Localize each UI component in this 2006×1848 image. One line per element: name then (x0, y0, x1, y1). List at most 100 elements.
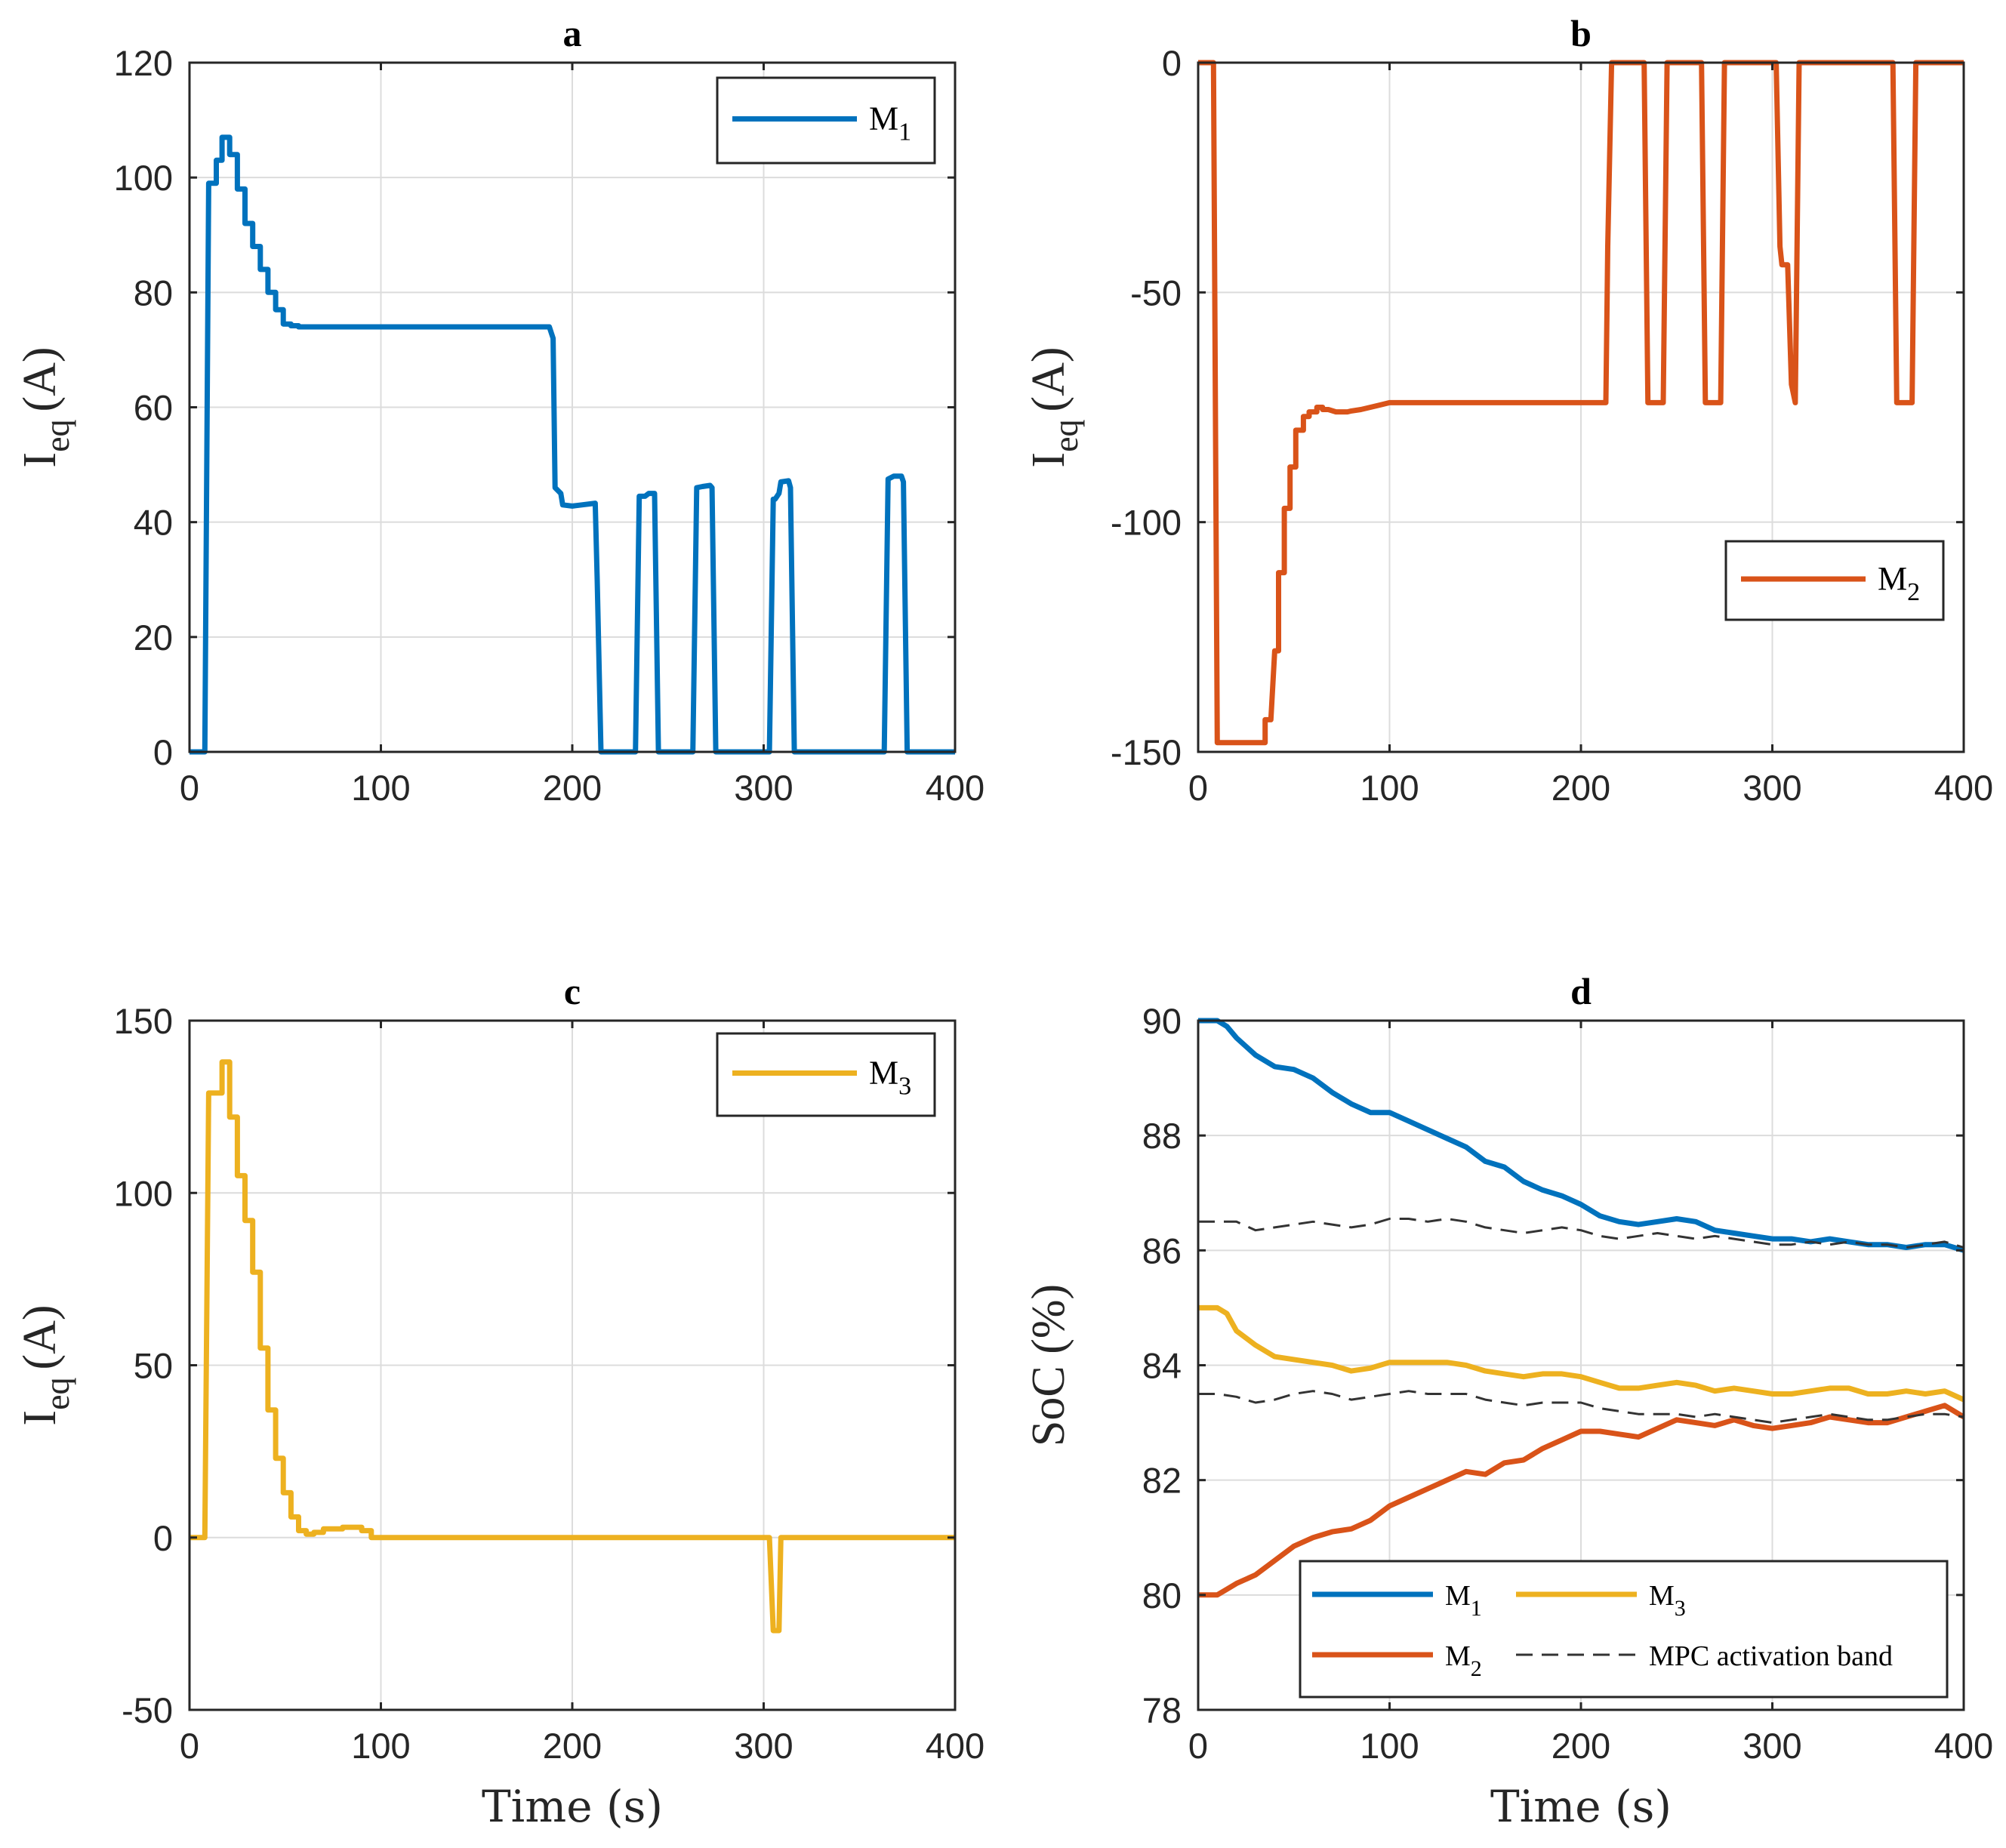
legend-entry: MPC activation band (1516, 1640, 1893, 1672)
x-tick-label: 200 (1551, 768, 1610, 808)
y-tick-label: 0 (1162, 43, 1182, 83)
y-axis-label-sub: eq (38, 1378, 76, 1410)
x-tick-label: 0 (1188, 1726, 1208, 1766)
series-line-m2 (1198, 60, 1964, 746)
series-line-m1 (1198, 1018, 1965, 1253)
legend-label: M1 (869, 100, 911, 146)
x-tick-label: 200 (543, 1726, 602, 1766)
legend-label-main: M (1878, 560, 1907, 597)
panel-title: c (564, 970, 581, 1012)
x-tick-label: 400 (1934, 1726, 1993, 1766)
x-tick-label: 0 (180, 768, 199, 808)
legend-label-main: M (869, 1055, 898, 1092)
series-line-mpc-activation-band-upper- (1198, 1218, 1964, 1249)
legend-label-main: M (1649, 1580, 1675, 1612)
legend-label-sub: 2 (1471, 1656, 1482, 1681)
x-tick-label: 400 (926, 1726, 985, 1766)
y-tick-label: 90 (1142, 1001, 1182, 1041)
legend-label: MPC activation band (1649, 1640, 1893, 1672)
x-tick-label: 100 (351, 768, 410, 808)
y-tick-label: 84 (1142, 1346, 1182, 1386)
y-tick-label: 78 (1142, 1690, 1182, 1730)
y-tick-label: 20 (134, 618, 173, 658)
x-axis-label: Time (s) (482, 1781, 663, 1832)
x-tick-label: 400 (926, 768, 985, 808)
y-tick-label: 88 (1142, 1116, 1182, 1156)
panel-a: 0 100 200 300 400 0 20 40 60 80 100 120 a Ieq (A) M1 (14, 12, 985, 808)
legend-label-sub: 3 (1675, 1596, 1686, 1621)
legend-label-sub: 1 (898, 119, 911, 146)
x-tick-label: 100 (1360, 768, 1419, 808)
y-tick-label: 100 (114, 158, 173, 198)
x-tick-label: 100 (1360, 1726, 1419, 1766)
y-tick-label: 40 (134, 503, 173, 543)
y-axis-label-main: I (14, 1410, 66, 1426)
y-axis-label: SoC (%) (1023, 1284, 1074, 1446)
legend-label: M2 (1878, 560, 1920, 606)
y-axis-label: Ieq (A) (14, 346, 76, 467)
x-tick-label: 100 (351, 1726, 410, 1766)
y-tick-label: -50 (1130, 273, 1182, 313)
x-tick-label: 300 (1743, 1726, 1801, 1766)
y-tick-label: 82 (1142, 1461, 1182, 1501)
series-line-m2 (1198, 1403, 1965, 1598)
y-tick-label: -100 (1111, 503, 1182, 543)
y-tick-label: 86 (1142, 1230, 1182, 1270)
series-line-m1 (190, 134, 955, 755)
y-axis-label-unit: (A) (14, 1304, 66, 1369)
panel-title: d (1570, 970, 1592, 1012)
y-axis-label-main: I (1023, 452, 1074, 468)
x-tick-label: 300 (734, 1726, 793, 1766)
x-tick-label: 400 (1934, 768, 1993, 808)
x-tick-label: 300 (1743, 768, 1801, 808)
legend-entry: M1 (1312, 1580, 1482, 1621)
y-axis-label-unit: (A) (14, 346, 66, 411)
legend-entry: M3 (732, 1055, 911, 1101)
y-tick-label: 0 (153, 732, 173, 772)
y-axis-label-unit: (A) (1023, 346, 1074, 411)
y-tick-label: -150 (1111, 732, 1182, 772)
x-axis-label: Time (s) (1490, 1781, 1672, 1832)
y-tick-label: 0 (153, 1518, 173, 1558)
legend-label: M3 (869, 1055, 911, 1101)
legend-label-sub: 2 (1907, 578, 1920, 606)
legend-entry: M2 (1312, 1640, 1482, 1681)
panel-title: b (1570, 12, 1592, 54)
x-tick-label: 300 (734, 768, 793, 808)
legend-label-main: M (869, 100, 898, 137)
y-axis-label: Ieq (A) (1023, 346, 1085, 467)
x-tick-label: 200 (543, 768, 602, 808)
panel-title: a (563, 12, 582, 54)
y-tick-label: 80 (1142, 1575, 1182, 1615)
y-tick-label: -50 (122, 1690, 173, 1730)
legend-box (1299, 1560, 1949, 1699)
y-axis-label-sub: eq (38, 420, 76, 452)
y-tick-label: 100 (114, 1173, 173, 1213)
x-tick-label: 0 (180, 1726, 199, 1766)
y-tick-label: 150 (114, 1001, 173, 1041)
legend-entry: M3 (1516, 1580, 1686, 1621)
y-tick-label: 120 (114, 43, 173, 83)
legend-label-main: M (1445, 1640, 1471, 1672)
x-tick-label: 200 (1551, 1726, 1610, 1766)
legend-label-main: MPC activation band (1649, 1640, 1893, 1672)
legend: M1 (716, 76, 936, 165)
legend-label: M2 (1445, 1640, 1482, 1681)
panel-b: 0 100 200 300 400 -150 -100 -50 0 b Ieq (A) M2 (1023, 12, 1993, 808)
legend-entry: M2 (1741, 560, 1920, 606)
y-axis-label-main: SoC (%) (1023, 1284, 1074, 1446)
panel-d: 0 100 200 300 400 78 80 82 84 86 88 90 d SoC (%) Time … (1023, 970, 1993, 1832)
legend-entry: M1 (732, 100, 911, 146)
y-axis-label-sub: eq (1046, 420, 1085, 452)
series-line-m3 (1198, 1304, 1965, 1403)
y-axis-label: Ieq (A) (14, 1304, 76, 1425)
legend: M2 (1724, 540, 1945, 621)
legend-label-sub: 1 (1471, 1596, 1482, 1621)
legend-label: M3 (1649, 1580, 1686, 1621)
y-tick-label: 50 (134, 1346, 173, 1386)
legend-label: M1 (1445, 1580, 1482, 1621)
y-tick-label: 80 (134, 273, 173, 313)
